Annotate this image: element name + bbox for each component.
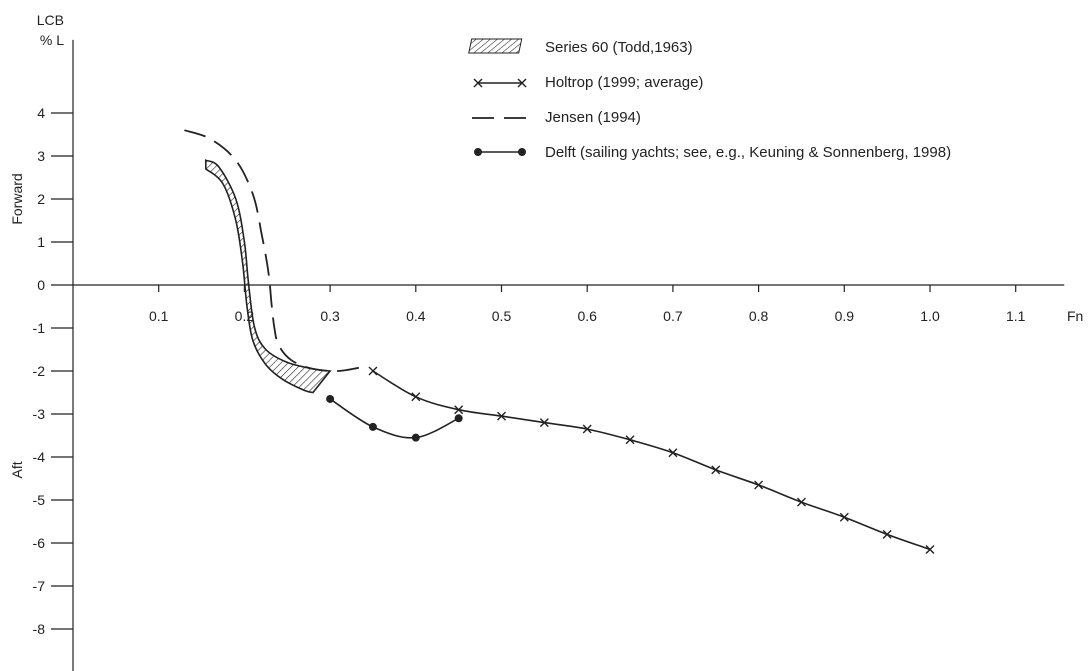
holtrop-point: [796, 497, 806, 507]
legend-swatch-series-60: [468, 38, 523, 54]
y-ticks: 4 3 2 1 0 -1 -2 -3 -4 -5 -6 -7 -8: [33, 105, 73, 637]
holtrop-point: [368, 366, 378, 376]
y-tick-label: 4: [37, 105, 45, 121]
x-tick-label: 0.6: [577, 308, 597, 324]
y-tick-label: -5: [33, 492, 46, 508]
x-tick-label: 0.3: [320, 308, 340, 324]
delft-point: [411, 433, 420, 442]
plot-series: [184, 129, 935, 554]
x-ticks: 0.1 0.2 0.3 0.4 0.5 0.6 0.7 0.8 0.9 1.0 1.1: [149, 285, 1026, 324]
legend-marker-dot: [474, 148, 482, 156]
y-tick-label: 1: [37, 234, 45, 250]
series-60-band: [205, 159, 332, 394]
x-tick-label: 0.7: [663, 308, 683, 324]
y-tick-label: -6: [33, 535, 46, 551]
y-tick-label: -4: [33, 449, 46, 465]
legend-marker-dot: [518, 148, 526, 156]
holtrop-point: [625, 435, 635, 445]
holtrop-point: [925, 544, 935, 554]
x-tick-label: 0.9: [835, 308, 855, 324]
x-tick-label: 1.0: [920, 308, 940, 324]
delft-line: [329, 398, 460, 439]
y-axis-title-line-1: LCB: [37, 12, 64, 28]
legend-marker-x: [517, 78, 527, 88]
y-tick-label: -3: [33, 406, 46, 422]
holtrop-point: [582, 424, 592, 434]
legend-label-jensen: Jensen (1994): [545, 109, 641, 126]
holtrop-line: [372, 370, 931, 551]
delft-point: [454, 414, 463, 423]
y-tick-label: 2: [37, 191, 45, 207]
x-tick-label: 0.8: [749, 308, 769, 324]
x-tick-label: 0.1: [149, 308, 169, 324]
legend: Series 60 (Todd,1963) Holtrop (1999; ave…: [468, 38, 951, 161]
y-tick-label: -7: [33, 578, 46, 594]
y-axis-title-line-2: % L: [40, 32, 64, 48]
holtrop-point: [411, 392, 421, 402]
holtrop-point: [711, 465, 721, 475]
y-tick-label: -8: [33, 621, 46, 637]
holtrop-point: [754, 480, 764, 490]
delft-point: [368, 422, 377, 431]
forward-side-label: Forward: [9, 173, 25, 224]
x-tick-label: 0.4: [406, 308, 426, 324]
x-tick-label: 0.5: [492, 308, 512, 324]
holtrop-point: [539, 418, 549, 428]
y-tick-label: 0: [37, 277, 45, 293]
x-tick-label: 1.1: [1006, 308, 1026, 324]
holtrop-point: [668, 448, 678, 458]
legend-swatch-delft: [474, 148, 526, 156]
axes: [72, 39, 1065, 671]
holtrop-point: [882, 529, 892, 539]
holtrop-point: [454, 405, 464, 415]
legend-label-holtrop: Holtrop (1999; average): [545, 74, 703, 91]
y-tick-label: -1: [33, 320, 46, 336]
holtrop-point: [497, 411, 506, 421]
jensen-line: [184, 129, 365, 372]
legend-swatch-holtrop: [473, 78, 527, 88]
legend-label-series-60: Series 60 (Todd,1963): [545, 39, 693, 56]
aft-side-label: Aft: [9, 461, 25, 478]
legend-marker-x: [473, 78, 483, 88]
x-axis-title: Fn: [1067, 308, 1083, 324]
y-tick-label: 3: [37, 148, 45, 164]
holtrop-point: [839, 512, 849, 522]
delft-point: [326, 394, 335, 403]
y-tick-label: -2: [33, 363, 46, 379]
legend-label-delft: Delft (sailing yachts; see, e.g., Keunin…: [545, 144, 951, 161]
